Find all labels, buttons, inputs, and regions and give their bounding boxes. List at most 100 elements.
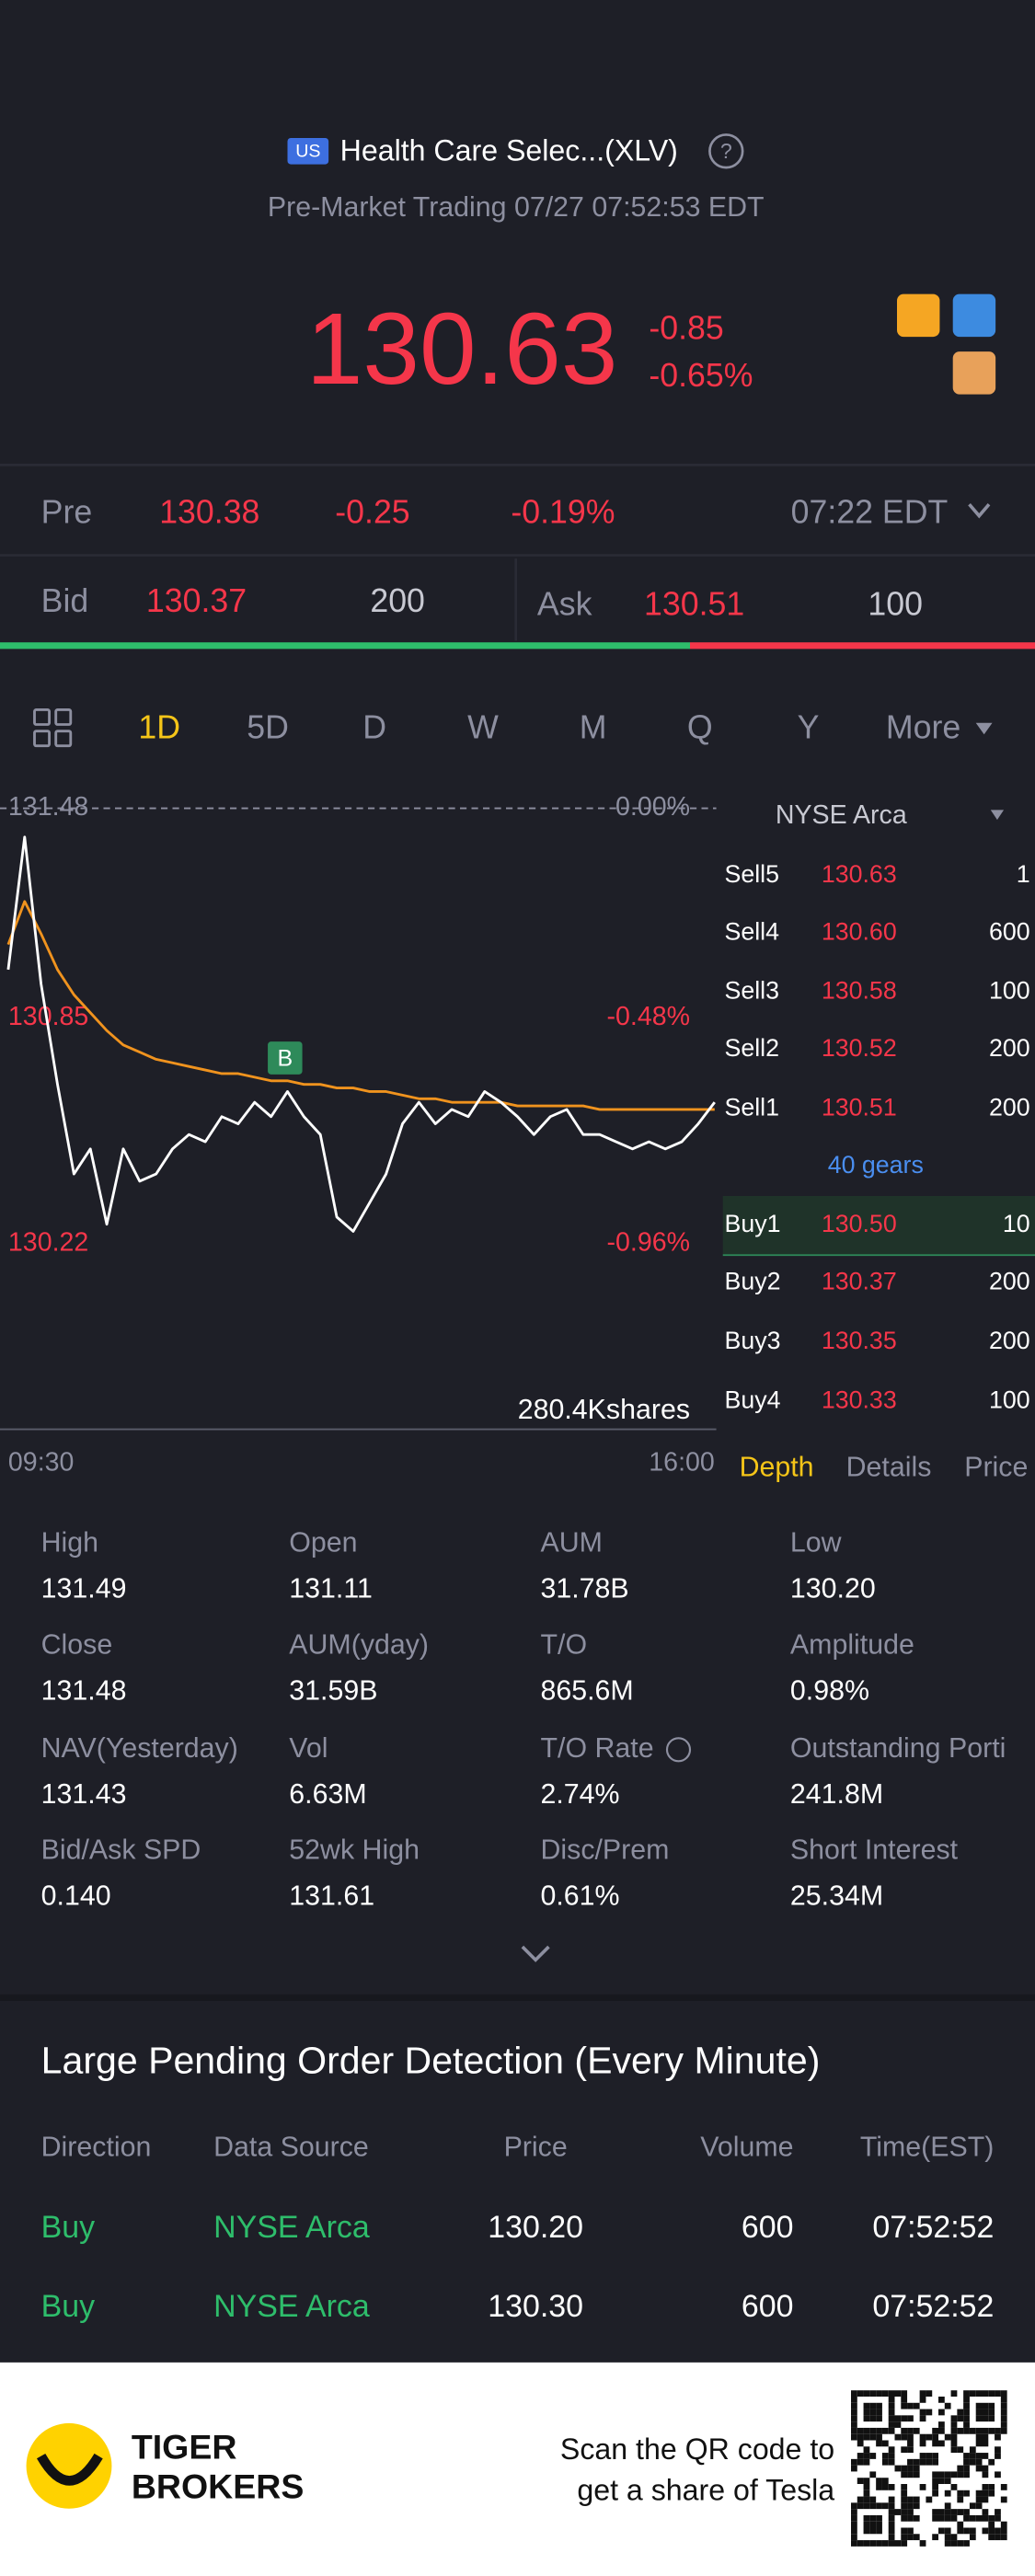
- stat-label: Open: [289, 1528, 357, 1558]
- stat-value: 131.48: [41, 1675, 127, 1706]
- column-header: Direction: [41, 2133, 152, 2163]
- qr-code: [851, 2390, 1007, 2547]
- period-tab[interactable]: W: [467, 708, 499, 745]
- layout-icon[interactable]: [33, 708, 73, 748]
- table-cell: 07:52:52: [872, 2289, 994, 2324]
- qr-module: [888, 2421, 895, 2428]
- orders-title: Large Pending Order Detection (Every Min…: [41, 2040, 821, 2082]
- qr-module: [888, 2402, 895, 2409]
- period-tab[interactable]: Y: [798, 708, 820, 745]
- pct-label: -0.96%: [607, 1227, 691, 1257]
- period-tab[interactable]: D: [362, 708, 386, 745]
- exchange[interactable]: NYSE Arca: [776, 800, 907, 830]
- qr-module: [907, 2514, 914, 2522]
- period-tab[interactable]: 5D: [247, 708, 289, 745]
- qr-module: [975, 2465, 983, 2472]
- table-cell: NYSE Arca: [213, 2289, 370, 2324]
- ask-label: Ask: [537, 585, 592, 622]
- qr-module: [982, 2402, 989, 2409]
- stat-value: 0.61%: [541, 1881, 620, 1912]
- price-line: [6, 835, 716, 1233]
- qr-module: [888, 2446, 895, 2454]
- info-icon[interactable]: [665, 1737, 692, 1763]
- qr-module: [982, 2390, 989, 2397]
- qr-module: [944, 2502, 951, 2510]
- qr-module: [881, 2427, 889, 2434]
- dollar-icon[interactable]: [897, 293, 940, 338]
- logo-stripe: [36, 2453, 103, 2486]
- qr-module: [944, 2509, 951, 2515]
- pct-label: -0.48%: [607, 1002, 691, 1031]
- qr-module: [851, 2514, 857, 2522]
- qr-module: [901, 2534, 908, 2541]
- qr-module: [988, 2490, 995, 2497]
- book-tab[interactable]: Details: [846, 1452, 932, 1482]
- qr-module: [969, 2427, 976, 2434]
- period-tab[interactable]: M: [580, 708, 607, 745]
- qr-module: [988, 2427, 995, 2434]
- book-tab[interactable]: Price: [964, 1452, 1028, 1482]
- qr-module: [851, 2397, 857, 2403]
- qr-module: [932, 2509, 938, 2515]
- qr-module: [988, 2514, 995, 2522]
- stat-value: 2.74%: [541, 1779, 620, 1810]
- qr-module: [938, 2409, 945, 2416]
- column-header: Volume: [700, 2133, 793, 2163]
- period-tab[interactable]: Q: [687, 708, 713, 745]
- qr-module: [907, 2471, 914, 2478]
- expand-arrow[interactable]: [521, 1945, 550, 1962]
- qr-module: [975, 2490, 983, 2497]
- qr-module: [907, 2534, 914, 2541]
- qr-module: [919, 2440, 926, 2447]
- gears[interactable]: 40 gears: [828, 1151, 924, 1179]
- qr-module: [881, 2453, 889, 2459]
- qr-module: [907, 2440, 914, 2447]
- qr-module: [982, 2509, 989, 2515]
- qr-module: [851, 2521, 857, 2528]
- qr-module: [907, 2502, 914, 2510]
- period-tab[interactable]: 1D: [138, 708, 180, 745]
- qr-module: [963, 2421, 970, 2428]
- qr-module: [888, 2514, 895, 2522]
- help-icon[interactable]: [708, 133, 744, 169]
- pre-time[interactable]: 07:22 EDT: [791, 493, 949, 530]
- qr-module: [919, 2540, 926, 2547]
- y-tick-label: 131.48: [8, 792, 88, 822]
- table-cell: 07:52:52: [872, 2210, 994, 2245]
- qr-module: [869, 2527, 877, 2535]
- qr-module: [938, 2471, 945, 2478]
- qr-module: [944, 2527, 951, 2535]
- qr-module: [982, 2484, 989, 2490]
- qr-module: [876, 2521, 882, 2528]
- qr-module: [1000, 2496, 1007, 2503]
- qr-module: [901, 2484, 908, 2490]
- column-header: Price: [504, 2133, 568, 2163]
- stat-label: 52wk High: [289, 1835, 420, 1866]
- qr-module: [869, 2433, 877, 2441]
- price-change-pct: -0.65%: [649, 357, 753, 394]
- book-tab[interactable]: Depth: [740, 1452, 814, 1482]
- qr-module: [851, 2409, 857, 2416]
- qr-module: [901, 2471, 908, 2478]
- qr-module: [869, 2496, 877, 2503]
- level-icon[interactable]: [952, 351, 996, 395]
- x-label: 09:30: [8, 1448, 74, 1478]
- bid-label: Bid: [41, 582, 89, 619]
- qr-module: [851, 2427, 857, 2434]
- qr-module: [969, 2502, 976, 2510]
- qr-module: [982, 2409, 989, 2416]
- qr-module: [863, 2433, 870, 2441]
- column-header: Time(EST): [860, 2133, 995, 2163]
- book-level: Sell4: [725, 917, 780, 945]
- stat-value: 865.6M: [541, 1675, 634, 1706]
- qr-module: [863, 2427, 870, 2434]
- qr-module: [938, 2478, 945, 2484]
- flash-icon[interactable]: [952, 293, 996, 338]
- qr-module: [926, 2496, 933, 2503]
- qr-module: [894, 2540, 902, 2547]
- period-tab[interactable]: More: [886, 708, 960, 745]
- qr-module: [963, 2514, 970, 2522]
- market-badge-bg: [287, 138, 329, 165]
- qr-module: [938, 2514, 945, 2522]
